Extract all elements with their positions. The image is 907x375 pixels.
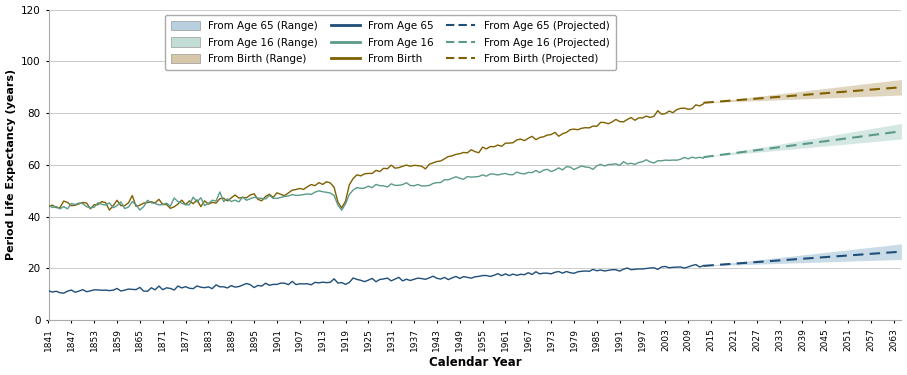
Y-axis label: Period Life Expectancy (years): Period Life Expectancy (years) — [5, 69, 15, 261]
X-axis label: Calendar Year: Calendar Year — [429, 357, 522, 369]
Legend: From Age 65 (Range), From Age 16 (Range), From Birth (Range), From Age 65, From : From Age 65 (Range), From Age 16 (Range)… — [164, 15, 616, 70]
